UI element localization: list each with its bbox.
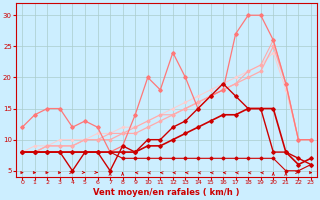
X-axis label: Vent moyen/en rafales ( km/h ): Vent moyen/en rafales ( km/h ) — [93, 188, 240, 197]
